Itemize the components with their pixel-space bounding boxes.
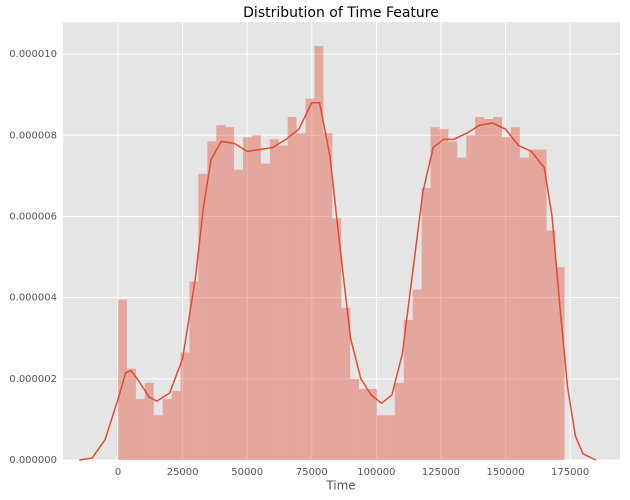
histogram-bar bbox=[430, 127, 440, 461]
histogram-bar bbox=[394, 382, 404, 460]
x-tick-label: 125000 bbox=[422, 467, 460, 478]
histogram-bar bbox=[350, 378, 360, 460]
histogram-bar bbox=[359, 388, 369, 460]
histogram-bar bbox=[332, 218, 342, 460]
histogram-bar bbox=[207, 141, 217, 460]
y-tick-label: 0.000010 bbox=[9, 49, 57, 60]
x-tick-label: 50000 bbox=[231, 467, 263, 478]
histogram-bar bbox=[484, 119, 494, 460]
histogram-bar bbox=[251, 135, 261, 460]
histogram-bar bbox=[457, 157, 467, 460]
histogram-bar bbox=[368, 388, 377, 460]
x-tick-label: 0 bbox=[115, 467, 121, 478]
histogram-bar bbox=[439, 129, 449, 460]
histogram-bar bbox=[341, 307, 351, 460]
histogram-bar bbox=[421, 188, 431, 461]
histogram-bar bbox=[376, 415, 386, 460]
chart-title: Distribution of Time Feature bbox=[243, 5, 439, 21]
y-tick-label: 0.000002 bbox=[9, 374, 57, 385]
y-tick-label: 0.000004 bbox=[9, 293, 57, 304]
plot-background bbox=[63, 22, 620, 460]
histogram-bar bbox=[528, 149, 538, 460]
histogram-bar bbox=[466, 135, 476, 460]
histogram-bar bbox=[448, 141, 458, 460]
y-tick-label: 0.000000 bbox=[9, 455, 57, 466]
histogram-bar bbox=[403, 319, 413, 460]
histogram-bar bbox=[269, 139, 279, 460]
histogram-bar bbox=[323, 133, 333, 460]
kde-line bbox=[79, 102, 597, 461]
histogram-bar bbox=[287, 116, 297, 461]
histogram-bar bbox=[501, 137, 511, 460]
histogram-bar bbox=[126, 368, 136, 460]
x-tick-label: 175000 bbox=[551, 467, 589, 478]
histogram-bar bbox=[493, 116, 502, 461]
histogram-bar bbox=[546, 230, 556, 460]
histogram-bar bbox=[510, 127, 520, 461]
histogram-bar bbox=[118, 299, 127, 460]
histogram-bar bbox=[189, 281, 199, 460]
histogram-bar bbox=[278, 145, 288, 461]
y-tick-label: 0.000008 bbox=[9, 130, 57, 141]
x-tick-label: 75000 bbox=[296, 467, 328, 478]
histogram-bar bbox=[555, 267, 565, 460]
histogram-bar bbox=[180, 352, 190, 460]
histogram-bar bbox=[412, 289, 422, 460]
histogram-bar bbox=[234, 169, 244, 460]
histogram-bar bbox=[216, 125, 226, 461]
y-tick-label: 0.000006 bbox=[9, 211, 57, 222]
histogram-bar bbox=[171, 390, 181, 460]
x-tick-label: 25000 bbox=[167, 467, 199, 478]
histogram-bar bbox=[296, 133, 306, 460]
histogram-bar bbox=[144, 382, 154, 460]
histogram-bar bbox=[198, 173, 208, 460]
x-tick-label: 100000 bbox=[357, 467, 395, 478]
histogram-bar bbox=[243, 137, 252, 460]
histogram-bar bbox=[260, 163, 270, 461]
histogram-bar bbox=[519, 157, 529, 460]
histogram-bar bbox=[135, 399, 145, 460]
histogram-bar bbox=[225, 127, 235, 461]
histogram-bar bbox=[162, 399, 172, 460]
x-tick-label: 150000 bbox=[486, 467, 524, 478]
histogram-bar bbox=[153, 415, 163, 460]
histogram-bar bbox=[385, 415, 395, 460]
histogram-bar bbox=[537, 149, 547, 460]
histogram-bar bbox=[305, 98, 315, 460]
histogram-bar bbox=[475, 116, 485, 461]
histogram-bar bbox=[314, 45, 324, 461]
x-axis-label: Time bbox=[325, 479, 355, 493]
